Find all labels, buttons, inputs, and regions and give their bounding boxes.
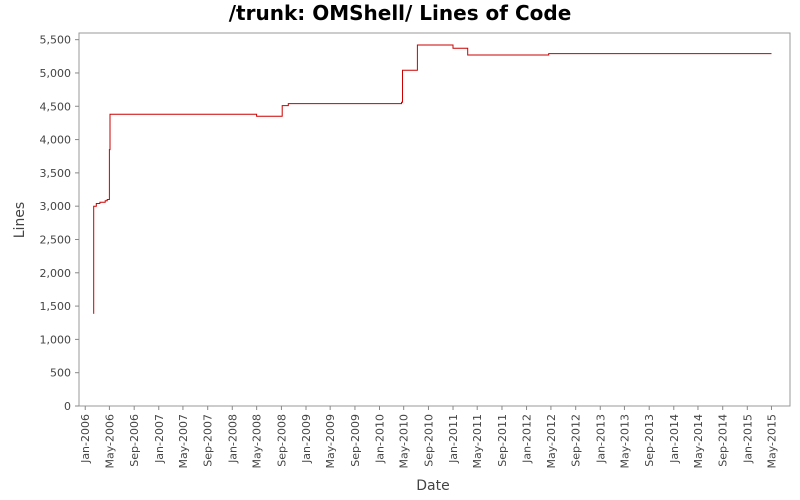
x-tick-label: Jan-2007: [153, 414, 166, 464]
x-tick-label: May-2014: [692, 414, 705, 469]
plot-area: [78, 32, 791, 407]
y-axis-label: Lines: [12, 202, 28, 238]
x-tick-label: May-2008: [251, 414, 264, 469]
x-axis-label: Date: [416, 478, 449, 494]
y-tick-label: 4,500: [40, 100, 72, 113]
x-tick-label: May-2006: [103, 414, 116, 469]
x-tick-label: Sep-2009: [349, 414, 362, 467]
x-tick-label: May-2007: [177, 414, 190, 469]
x-tick-label: Jan-2013: [594, 414, 607, 464]
y-tick-label: 3,500: [40, 167, 72, 180]
x-tick-label: Jan-2006: [79, 414, 92, 464]
x-tick-label: Jan-2009: [300, 414, 313, 464]
chart-title: /trunk: OMShell/ Lines of Code: [229, 1, 572, 25]
x-tick-label: Sep-2013: [643, 414, 656, 467]
y-tick-label: 3,000: [40, 200, 72, 213]
y-tick-label: 1,500: [40, 300, 72, 313]
x-tick-label: Sep-2014: [717, 414, 730, 467]
x-tick-label: Jan-2011: [447, 414, 460, 464]
y-axis: 0 500 1,000 1,500 2,000 2,500 3,000 3,500 4,000 4…: [40, 34, 79, 413]
y-tick-label: 0: [64, 400, 71, 413]
y-tick-label: 5,000: [40, 67, 72, 80]
x-tick-label: May-2015: [765, 414, 778, 469]
x-tick-label: Jan-2012: [521, 414, 534, 464]
x-tick-label: May-2012: [545, 414, 558, 469]
x-tick-label: Jan-2010: [374, 414, 387, 464]
x-tick-label: Sep-2011: [496, 414, 509, 467]
x-tick-label: Sep-2010: [422, 414, 435, 467]
x-tick-label: Jan-2014: [668, 414, 681, 464]
x-tick-label: May-2010: [398, 414, 411, 469]
y-tick-label: 500: [50, 367, 71, 380]
y-tick-label: 4,000: [40, 134, 72, 147]
x-tick-label: Sep-2007: [202, 414, 215, 467]
x-tick-label: Sep-2006: [128, 414, 141, 467]
x-tick-label: Jan-2015: [741, 414, 754, 464]
y-tick-label: 2,500: [40, 233, 72, 246]
lines-of-code-series: [93, 44, 772, 314]
y-tick-label: 2,000: [40, 267, 72, 280]
x-tick-label: Sep-2008: [275, 414, 288, 467]
x-tick-label: Sep-2012: [570, 414, 583, 467]
x-axis: Jan-2006 May-2006 Sep-2006 Jan-2007 May-2007…: [79, 406, 778, 469]
y-tick-label: 5,500: [40, 34, 72, 47]
x-tick-label: Jan-2008: [226, 414, 239, 464]
x-tick-label: May-2009: [324, 414, 337, 469]
x-tick-label: May-2013: [618, 414, 631, 469]
y-tick-label: 1,000: [40, 333, 72, 346]
x-tick-label: May-2011: [471, 414, 484, 469]
